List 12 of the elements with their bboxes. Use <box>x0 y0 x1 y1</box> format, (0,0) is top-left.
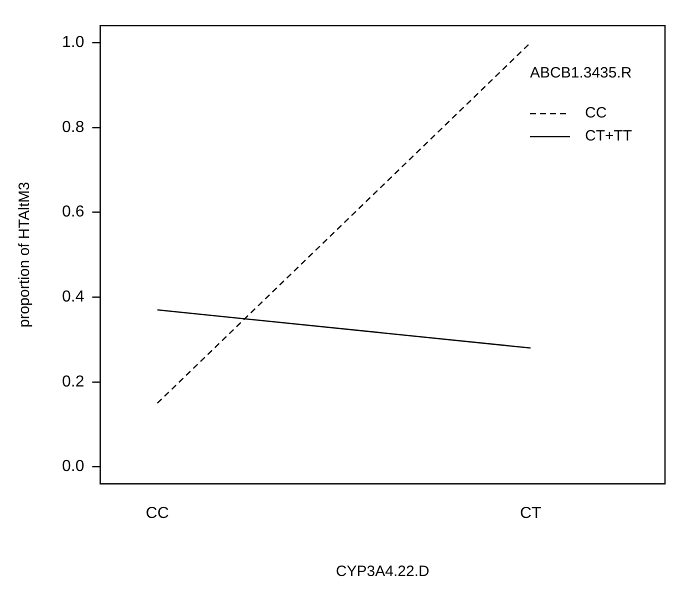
y-tick-label: 0.2 <box>62 373 84 390</box>
y-tick-label: 0.8 <box>62 118 84 136</box>
y-tick-label: 1.0 <box>62 34 84 51</box>
y-tick-label: 0.6 <box>62 204 84 221</box>
y-axis-title: proportion of HTAltM3 <box>16 182 34 328</box>
legend-title: ABCB1.3435.R <box>530 64 632 82</box>
y-tick-label: 0.4 <box>62 288 84 306</box>
x-tick-label: CT <box>520 504 542 522</box>
legend-label: CC <box>585 104 607 122</box>
x-axis-title: CYP3A4.22.D <box>336 563 430 580</box>
y-tick-label: 0.0 <box>62 458 84 476</box>
legend-label: CT+TT <box>585 128 632 145</box>
